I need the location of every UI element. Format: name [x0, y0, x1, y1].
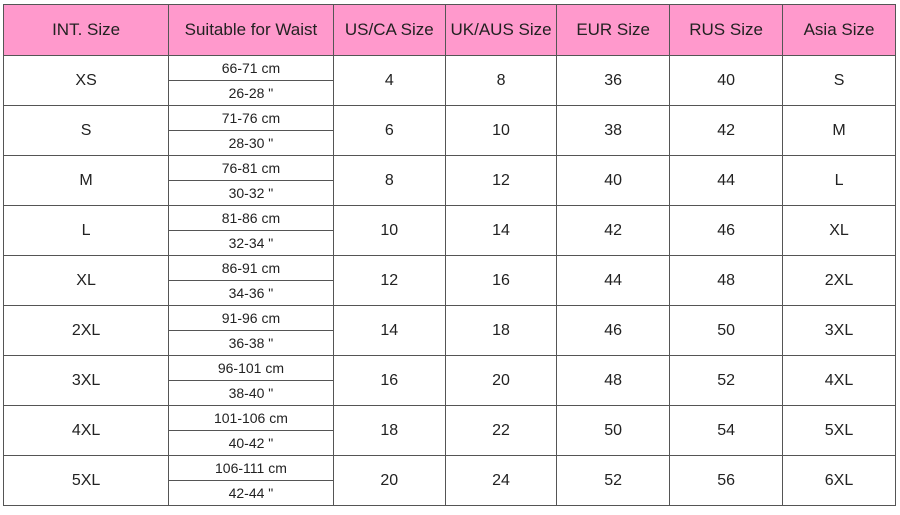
waist-inch-cell: 32-34 " [168, 230, 334, 256]
int-size-cell: 4XL [2, 405, 170, 456]
us-ca-size-cell: 14 [332, 305, 446, 356]
size-chart-table: INT. Size Suitable for Waist US/CA Size UK/… [2, 4, 896, 506]
header-int-size: INT. Size [2, 4, 170, 56]
table-row: 5XL 106-111 cm 20 24 52 56 6XL [2, 455, 896, 506]
eur-size-cell: 38 [556, 105, 671, 156]
table-row-inches: 40-42 " [4, 430, 896, 456]
uk-aus-size-cell: 20 [444, 355, 558, 406]
table-row: 3XL 96-101 cm 16 20 48 52 4XL [2, 355, 896, 406]
waist-cm-cell: 76-81 cm [168, 155, 334, 181]
eur-size-cell: 36 [556, 55, 671, 106]
asia-size-cell: 6XL [782, 455, 896, 506]
waist-cm-cell: 101-106 cm [168, 405, 334, 431]
rus-size-cell: 54 [669, 405, 784, 456]
asia-size-cell: S [782, 55, 896, 106]
int-size-cell: L [2, 205, 170, 256]
us-ca-size-cell: 6 [332, 105, 446, 156]
waist-inch-cell: 36-38 " [168, 330, 334, 356]
asia-size-cell: 4XL [782, 355, 896, 406]
asia-size-cell: 3XL [782, 305, 896, 356]
uk-aus-size-cell: 18 [444, 305, 558, 356]
rus-size-cell: 52 [669, 355, 784, 406]
eur-size-cell: 50 [556, 405, 671, 456]
int-size-cell: XL [2, 255, 170, 306]
rus-size-cell: 42 [669, 105, 784, 156]
waist-cm-cell: 81-86 cm [168, 205, 334, 231]
rus-size-cell: 44 [669, 155, 784, 206]
uk-aus-size-cell: 10 [444, 105, 558, 156]
table-row-inches: 42-44 " [4, 480, 896, 506]
asia-size-cell: 5XL [782, 405, 896, 456]
waist-inch-cell: 26-28 " [168, 80, 334, 106]
waist-cm-cell: 106-111 cm [168, 455, 334, 481]
us-ca-size-cell: 16 [332, 355, 446, 406]
asia-size-cell: L [782, 155, 896, 206]
header-uk-aus: UK/AUS Size [444, 4, 558, 56]
header-row: INT. Size Suitable for Waist US/CA Size UK/… [2, 4, 896, 56]
header-waist: Suitable for Waist [168, 4, 334, 56]
table-row: 4XL 101-106 cm 18 22 50 54 5XL [2, 405, 896, 456]
waist-inch-cell: 42-44 " [168, 480, 334, 506]
int-size-cell: S [2, 105, 170, 156]
table-row-inches: 32-34 " [4, 230, 896, 256]
us-ca-size-cell: 10 [332, 205, 446, 256]
us-ca-size-cell: 20 [332, 455, 446, 506]
us-ca-size-cell: 12 [332, 255, 446, 306]
table-row-inches: 26-28 " [4, 80, 896, 106]
int-size-cell: XS [2, 55, 170, 106]
eur-size-cell: 52 [556, 455, 671, 506]
asia-size-cell: 2XL [782, 255, 896, 306]
us-ca-size-cell: 8 [332, 155, 446, 206]
table-row-inches: 28-30 " [4, 130, 896, 156]
eur-size-cell: 48 [556, 355, 671, 406]
uk-aus-size-cell: 14 [444, 205, 558, 256]
int-size-cell: M [2, 155, 170, 206]
waist-inch-cell: 34-36 " [168, 280, 334, 306]
asia-size-cell: XL [782, 205, 896, 256]
uk-aus-size-cell: 8 [444, 55, 558, 106]
header-us-ca: US/CA Size [332, 4, 446, 56]
eur-size-cell: 46 [556, 305, 671, 356]
rus-size-cell: 48 [669, 255, 784, 306]
uk-aus-size-cell: 16 [444, 255, 558, 306]
int-size-cell: 5XL [2, 455, 170, 506]
waist-inch-cell: 30-32 " [168, 180, 334, 206]
table-row: S 71-76 cm 6 10 38 42 M [2, 105, 896, 156]
table-row: XS 66-71 cm 4 8 36 40 S [2, 55, 896, 106]
int-size-cell: 3XL [2, 355, 170, 406]
us-ca-size-cell: 18 [332, 405, 446, 456]
rus-size-cell: 50 [669, 305, 784, 356]
uk-aus-size-cell: 12 [444, 155, 558, 206]
waist-cm-cell: 96-101 cm [168, 355, 334, 381]
rus-size-cell: 46 [669, 205, 784, 256]
header-rus: RUS Size [669, 4, 784, 56]
table-row-inches: 36-38 " [4, 330, 896, 356]
table-row: M 76-81 cm 8 12 40 44 L [2, 155, 896, 206]
table-row-inches: 38-40 " [4, 380, 896, 406]
waist-inch-cell: 38-40 " [168, 380, 334, 406]
waist-cm-cell: 86-91 cm [168, 255, 334, 281]
table-row: XL 86-91 cm 12 16 44 48 2XL [2, 255, 896, 306]
table-row-inches: 34-36 " [4, 280, 896, 306]
waist-inch-cell: 28-30 " [168, 130, 334, 156]
waist-cm-cell: 71-76 cm [168, 105, 334, 131]
int-size-cell: 2XL [2, 305, 170, 356]
eur-size-cell: 40 [556, 155, 671, 206]
uk-aus-size-cell: 22 [444, 405, 558, 456]
eur-size-cell: 44 [556, 255, 671, 306]
uk-aus-size-cell: 24 [444, 455, 558, 506]
header-eur: EUR Size [556, 4, 671, 56]
header-asia: Asia Size [782, 4, 896, 56]
table-row: 2XL 91-96 cm 14 18 46 50 3XL [2, 305, 896, 356]
rus-size-cell: 40 [669, 55, 784, 106]
waist-inch-cell: 40-42 " [168, 430, 334, 456]
us-ca-size-cell: 4 [332, 55, 446, 106]
waist-cm-cell: 66-71 cm [168, 55, 334, 81]
eur-size-cell: 42 [556, 205, 671, 256]
asia-size-cell: M [782, 105, 896, 156]
table-row: L 81-86 cm 10 14 42 46 XL [2, 205, 896, 256]
waist-cm-cell: 91-96 cm [168, 305, 334, 331]
rus-size-cell: 56 [669, 455, 784, 506]
